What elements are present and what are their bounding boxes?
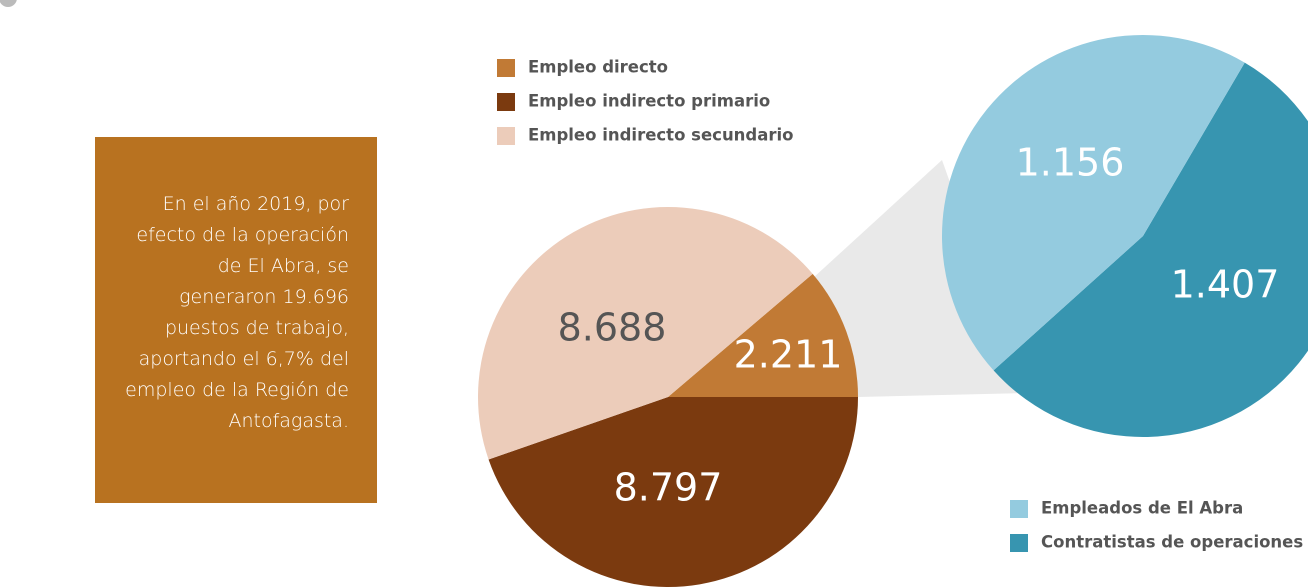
- value-label: 8.797: [614, 466, 723, 510]
- value-label: 1.407: [1171, 263, 1280, 307]
- legend-swatch: [497, 59, 515, 77]
- legend-label: Empleo indirecto secundario: [528, 126, 794, 145]
- pie-slice: [477, 206, 813, 460]
- legend-swatch: [1010, 534, 1028, 552]
- legend-swatch: [1010, 500, 1028, 518]
- legend-label: Contratistas de operaciones: [1041, 533, 1303, 552]
- pie-slice: [488, 397, 858, 587]
- pie-slice: [941, 34, 1245, 371]
- legend-swatch: [497, 127, 515, 145]
- value-label: 1.156: [1016, 141, 1125, 185]
- legend-swatch: [497, 93, 515, 111]
- corner-dot: [0, 0, 17, 7]
- legend-label: Empleo indirecto primario: [528, 92, 770, 111]
- pie-slice: [668, 273, 858, 397]
- pie-slice: [993, 62, 1308, 437]
- value-label: 8.688: [558, 306, 667, 350]
- annotation-box: En el año 2019, por efecto de la operaci…: [95, 137, 377, 503]
- legend-label: Empleo directo: [528, 58, 668, 77]
- annotation: En el año 2019, por efecto de la operaci…: [125, 193, 349, 432]
- legend-label: Empleados de El Abra: [1041, 499, 1243, 518]
- value-label: 2.211: [734, 333, 843, 377]
